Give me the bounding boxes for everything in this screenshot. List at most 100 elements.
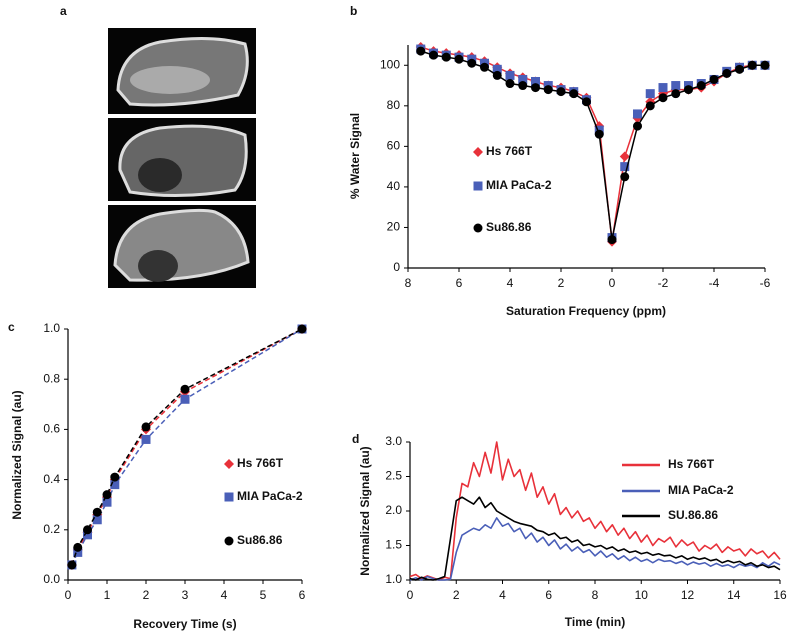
data-point bbox=[92, 515, 102, 525]
data-point bbox=[454, 54, 464, 64]
data-point bbox=[297, 324, 307, 334]
data-point bbox=[582, 97, 591, 107]
data-point bbox=[67, 560, 77, 570]
y-axis-label: Normalized Signal (au) bbox=[358, 446, 372, 575]
panel-label: d bbox=[352, 432, 359, 446]
y-tick-label: 0.8 bbox=[43, 371, 60, 385]
data-point bbox=[607, 235, 617, 245]
data-point bbox=[735, 64, 744, 74]
data-point bbox=[671, 81, 681, 91]
data-point bbox=[684, 85, 693, 95]
data-point bbox=[102, 497, 112, 507]
x-tick-label: 2 bbox=[558, 276, 565, 290]
data-point bbox=[633, 121, 642, 131]
legend-label: MIA PaCa-2 bbox=[668, 483, 734, 497]
series-line bbox=[409, 517, 781, 581]
legend-swatch bbox=[224, 459, 234, 469]
data-point bbox=[747, 60, 757, 70]
x-axis-label: Recovery Time (s) bbox=[133, 617, 236, 631]
series-line bbox=[71, 328, 303, 566]
legend-label: Hs 766T bbox=[668, 457, 715, 471]
data-point bbox=[658, 83, 668, 93]
panel-label: a bbox=[60, 4, 67, 18]
data-point bbox=[543, 85, 553, 95]
panel-label: b bbox=[350, 4, 357, 18]
data-point bbox=[531, 83, 540, 93]
data-point bbox=[556, 87, 566, 97]
y-tick-label: 0.4 bbox=[43, 472, 60, 486]
legend-swatch bbox=[473, 147, 483, 157]
y-tick-label: 1.0 bbox=[385, 572, 402, 586]
data-point bbox=[620, 172, 630, 182]
data-point bbox=[416, 46, 426, 56]
series-line bbox=[71, 328, 303, 566]
data-point bbox=[619, 151, 630, 162]
data-point bbox=[594, 129, 604, 139]
y-tick-label: 0.2 bbox=[43, 522, 60, 536]
x-tick-label: -2 bbox=[658, 276, 669, 290]
legend-label: Hs 766T bbox=[237, 456, 284, 470]
data-point bbox=[110, 472, 120, 482]
legend-swatch bbox=[224, 492, 234, 502]
legend-label: MIA PaCa-2 bbox=[237, 489, 303, 503]
data-point bbox=[505, 79, 515, 89]
data-point bbox=[92, 507, 102, 517]
data-point bbox=[518, 81, 528, 91]
data-point bbox=[645, 101, 655, 111]
legend-label: SU.86.86 bbox=[668, 508, 718, 522]
legend-swatch bbox=[473, 223, 483, 233]
legend-swatch bbox=[224, 536, 234, 546]
data-point bbox=[180, 384, 190, 394]
data-point bbox=[492, 70, 502, 80]
data-point bbox=[518, 74, 528, 84]
x-tick-label: 8 bbox=[592, 588, 599, 602]
x-tick-label: 16 bbox=[773, 588, 787, 602]
x-tick-label: -4 bbox=[709, 276, 720, 290]
data-point bbox=[709, 74, 719, 84]
y-tick-label: 100 bbox=[380, 57, 400, 71]
data-point bbox=[429, 50, 438, 60]
legend-label: Su86.86 bbox=[486, 220, 532, 234]
data-point bbox=[180, 394, 190, 404]
mri-tumor bbox=[138, 158, 182, 192]
x-tick-label: 6 bbox=[545, 588, 552, 602]
y-axis-label: Normalized Signal (au) bbox=[10, 390, 24, 519]
y-tick-label: 2.5 bbox=[385, 469, 402, 483]
legend-label: Hs 766T bbox=[486, 144, 533, 158]
x-tick-label: 0 bbox=[609, 276, 616, 290]
data-point bbox=[102, 490, 112, 500]
data-point bbox=[492, 64, 502, 74]
x-axis-label: Time (min) bbox=[565, 615, 625, 629]
series-line bbox=[409, 496, 781, 581]
series-line bbox=[420, 46, 765, 243]
legend-label: MIA PaCa-2 bbox=[486, 178, 552, 192]
x-tick-label: 8 bbox=[405, 276, 412, 290]
x-tick-label: 4 bbox=[499, 588, 506, 602]
x-tick-label: -6 bbox=[760, 276, 771, 290]
mri-images bbox=[108, 28, 256, 288]
data-point bbox=[645, 89, 655, 99]
legend-label: Su86.86 bbox=[237, 533, 283, 547]
data-point bbox=[467, 58, 477, 68]
data-point bbox=[480, 62, 489, 72]
y-tick-label: 60 bbox=[387, 139, 401, 153]
data-point bbox=[141, 434, 151, 444]
mri-body bbox=[118, 124, 248, 198]
data-point bbox=[696, 81, 706, 91]
x-tick-label: 12 bbox=[681, 588, 695, 602]
x-tick-label: 10 bbox=[635, 588, 649, 602]
y-tick-label: 0 bbox=[393, 260, 400, 274]
data-point bbox=[73, 547, 83, 557]
data-point bbox=[73, 542, 83, 552]
series-line bbox=[71, 328, 303, 566]
x-tick-label: 0 bbox=[65, 588, 72, 602]
x-tick-label: 3 bbox=[182, 588, 189, 602]
y-tick-label: 0.6 bbox=[43, 422, 60, 436]
data-point bbox=[760, 60, 770, 70]
x-tick-label: 5 bbox=[260, 588, 267, 602]
data-point bbox=[441, 52, 451, 62]
mri-organ bbox=[130, 66, 210, 94]
data-point bbox=[531, 76, 540, 86]
data-point bbox=[671, 89, 681, 99]
